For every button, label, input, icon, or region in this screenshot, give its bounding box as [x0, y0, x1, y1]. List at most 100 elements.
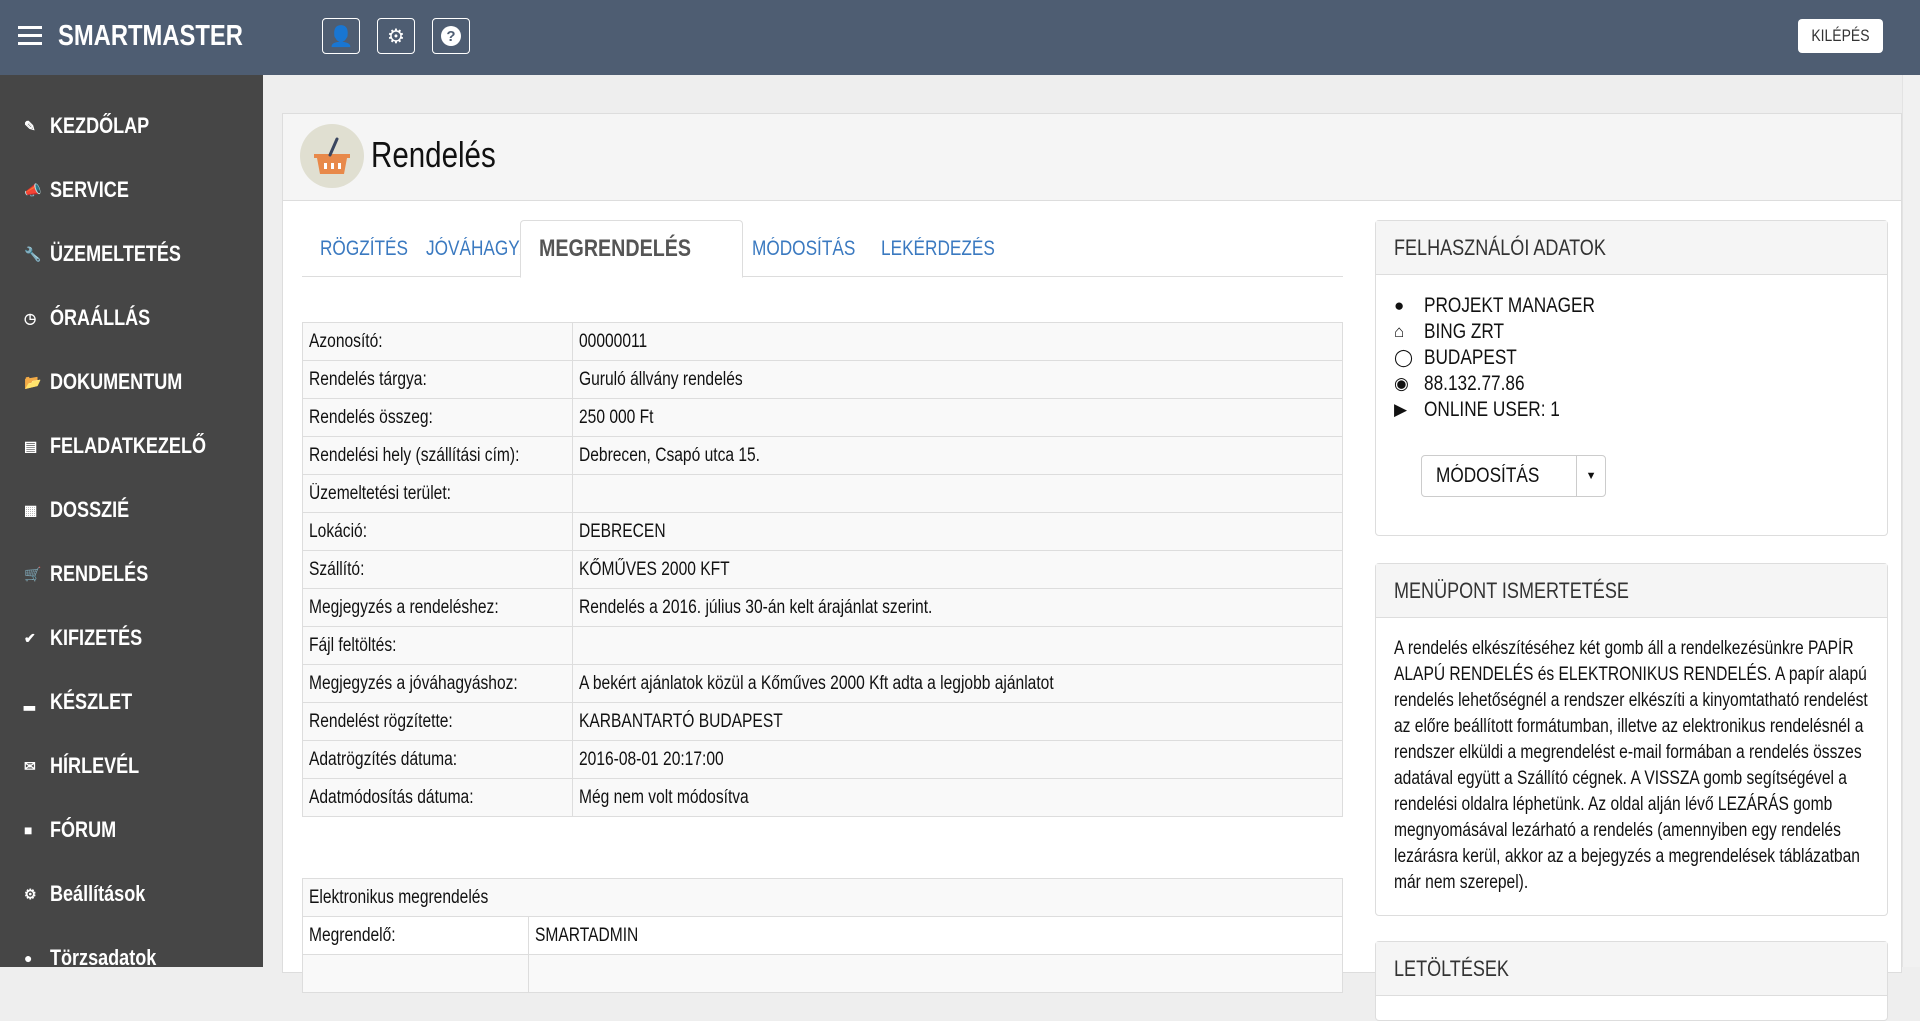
sidebar-item-2[interactable]: 🔧 ÜZEMELTETÉS	[24, 234, 254, 274]
field-label: Fájl feltöltés:	[302, 626, 573, 665]
field-value	[528, 954, 1343, 993]
grid-icon: ▦	[24, 501, 38, 518]
value-text: KARBANTARTÓ BUDAPEST	[578, 710, 783, 732]
table-row: Rendelés tárgya: Guruló állvány rendelés	[302, 360, 1344, 399]
logout-button[interactable]: KILÉPÉS	[1798, 19, 1883, 53]
edit-icon: ✎	[24, 117, 36, 134]
sidebar-item-10[interactable]: ✉ HÍRLEVÉL	[24, 746, 254, 786]
tab-2[interactable]: MEGRENDELÉS	[520, 220, 744, 278]
label-text: Rendelést rögzítette:	[309, 710, 453, 732]
hamburger-menu-icon[interactable]	[18, 26, 42, 46]
electronic-order-table: Elektronikus megrendelés Megrendelő: SMART…	[302, 878, 1343, 993]
sidebar-item-label: ÓRAÁLLÁS	[50, 305, 151, 330]
basket-icon	[300, 124, 364, 188]
sidebar-item-label: DOSSZIÉ	[50, 497, 130, 522]
sidebar-item-0[interactable]: ✎ KEZDŐLAP	[24, 106, 254, 146]
profile-button[interactable]: 👤	[322, 18, 360, 54]
table-title: Elektronikus megrendelés	[302, 878, 1343, 917]
sidebar-item-11[interactable]: ■ FÓRUM	[24, 810, 254, 850]
user-info-row: ▶ ONLINE USER: 1	[1376, 397, 1887, 423]
field-label: Adatrögzítés dátuma:	[302, 740, 573, 779]
user-data-panel: FELHASZNÁLÓI ADATOK ● PROJEKT MANAGER ⌂ BIN…	[1375, 220, 1888, 536]
top-bar: SMARTMASTER 👤 ⚙ ? KILÉPÉS	[0, 0, 1920, 75]
value-text: Debrecen, Csapó utca 15.	[578, 444, 760, 466]
user-info-row: ⌂ BING ZRT	[1376, 319, 1887, 345]
label-text: Üzemeltetési terület:	[309, 482, 452, 504]
field-label: Szállító:	[302, 550, 573, 589]
field-value: Még nem volt módosítva	[571, 778, 1344, 817]
field-label: Megjegyzés a rendeléshez:	[302, 588, 573, 627]
user-info-row: ◉ 88.132.77.86	[1376, 371, 1887, 397]
sidebar-item-3[interactable]: ◷ ÓRAÁLLÁS	[24, 298, 254, 338]
panel-title: FELHASZNÁLÓI ADATOK	[1376, 221, 1887, 275]
table-row: Rendelés összeg: 250 000 Ft	[302, 398, 1344, 437]
sidebar-item-label: KEZDŐLAP	[50, 113, 150, 138]
field-value: A bekért ajánlatok közül a Kőműves 2000 …	[571, 664, 1344, 703]
table-row: Lokáció: DEBRECEN	[302, 512, 1344, 551]
caret-down-icon[interactable]: ▼	[1585, 470, 1597, 482]
sidebar-item-label: Törzsadatok	[50, 945, 157, 970]
sidebar-item-12[interactable]: ⚙ Beállítások	[24, 874, 254, 914]
sidebar-item-7[interactable]: 🛒 RENDELÉS	[24, 554, 254, 594]
label-text: Lokáció:	[309, 520, 368, 542]
sidebar-item-8[interactable]: ✔ KIFIZETÉS	[24, 618, 254, 658]
bar-chart-icon: ▂	[24, 693, 35, 710]
sidebar-item-13[interactable]: ● Törzsadatok	[24, 938, 254, 978]
user-info-text: BING ZRT	[1424, 320, 1505, 343]
page-title-text: Rendelés	[371, 134, 496, 175]
table-row: Azonosító: 00000011	[302, 322, 1344, 361]
table-row: Megjegyzés a rendeléshez: Rendelés a 2016…	[302, 588, 1344, 627]
value-text: 00000011	[578, 330, 647, 352]
envelope-icon: ✉	[24, 757, 36, 774]
brand-logo[interactable]: SMARTMASTER	[58, 20, 284, 53]
value-text: SMARTADMIN	[535, 924, 639, 946]
tab-3[interactable]: MÓDOSÍTÁS	[752, 220, 878, 277]
user-icon: 👤	[328, 25, 354, 48]
tab-0[interactable]: RÖGZÍTÉS	[320, 220, 427, 277]
sidebar-item-9[interactable]: ▂ KÉSZLET	[24, 682, 254, 722]
field-value: KARBANTARTÓ BUDAPEST	[571, 702, 1344, 741]
tab-1[interactable]: JÓVÁHAGYÁS	[426, 220, 568, 277]
field-label: Megjegyzés a jóváhagyáshoz:	[302, 664, 573, 703]
table-row	[302, 954, 1343, 993]
clock-icon: ◷	[24, 309, 37, 326]
sidebar-item-label: FELADATKEZELŐ	[50, 433, 207, 458]
downloads-panel: LETÖLTÉSEK	[1375, 941, 1888, 1021]
value-text: Rendelés a 2016. július 30-án kelt árajá…	[578, 596, 932, 618]
tab-label: LEKÉRDEZÉS	[881, 236, 995, 260]
tab-bar: RÖGZÍTÉS JÓVÁHAGYÁS MEGRENDELÉS MÓDOSÍTÁS LE…	[302, 220, 1343, 278]
value-text: KŐMŰVES 2000 KFT	[578, 558, 730, 580]
help-button[interactable]: ?	[432, 18, 470, 54]
sidebar-item-label: HÍRLEVÉL	[50, 753, 140, 778]
modify-split-button[interactable]: MÓDOSÍTÁS ▼	[1421, 455, 1607, 497]
sidebar-item-1[interactable]: 📣 SERVICE	[24, 170, 254, 210]
tab-4[interactable]: LEKÉRDEZÉS	[881, 220, 1020, 277]
modify-button[interactable]: MÓDOSÍTÁS	[1422, 456, 1578, 496]
folder-icon: 📂	[24, 373, 42, 390]
panel-title: LETÖLTÉSEK	[1376, 942, 1887, 996]
field-label: Rendelési hely (szállítási cím):	[302, 436, 573, 475]
label-text: Adatrögzítés dátuma:	[309, 748, 458, 770]
sidebar-item-4[interactable]: 📂 DOKUMENTUM	[24, 362, 254, 402]
table-row: Rendelést rögzítette: KARBANTARTÓ BUDAPES…	[302, 702, 1344, 741]
logout-label: KILÉPÉS	[1811, 26, 1870, 45]
field-value: Debrecen, Csapó utca 15.	[571, 436, 1344, 475]
sidebar-item-label: Beállítások	[50, 881, 146, 906]
settings-button[interactable]: ⚙	[377, 18, 415, 54]
user-info-text: 88.132.77.86	[1424, 372, 1525, 395]
sidebar-item-label: RENDELÉS	[50, 561, 149, 586]
table-row: Megrendelő: SMARTADMIN	[302, 916, 1343, 955]
sidebar-item-5[interactable]: ▤ FELADATKEZELŐ	[24, 426, 254, 466]
field-label: Rendelés tárgya:	[302, 360, 573, 399]
value-text: Guruló állvány rendelés	[578, 368, 743, 390]
scrollbar[interactable]	[1902, 75, 1920, 967]
label-text: Rendelés tárgya:	[309, 368, 427, 390]
sidebar-item-6[interactable]: ▦ DOSSZIÉ	[24, 490, 254, 530]
user-icon: ●	[1394, 296, 1405, 315]
panel-title: MENÜPONT ISMERTETÉSE	[1376, 564, 1887, 618]
tab-label: JÓVÁHAGYÁS	[426, 236, 543, 260]
field-label: Rendelést rögzítette:	[302, 702, 573, 741]
label-text: Azonosító:	[309, 330, 383, 352]
modify-label: MÓDOSÍTÁS	[1436, 464, 1540, 487]
title-text: Elektronikus megrendelés	[309, 886, 489, 908]
